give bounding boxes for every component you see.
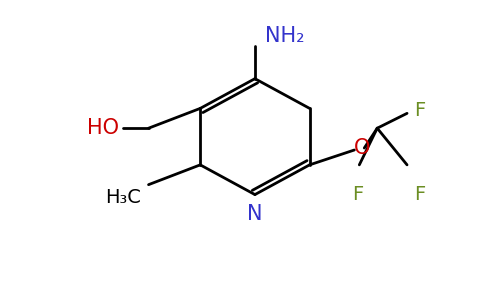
Text: O: O <box>354 138 371 158</box>
Text: NH₂: NH₂ <box>265 26 304 46</box>
Text: F: F <box>352 185 363 204</box>
Text: F: F <box>414 101 425 120</box>
Text: N: N <box>247 205 263 224</box>
Text: F: F <box>414 185 425 204</box>
Text: HO: HO <box>87 118 119 138</box>
Text: H₃C: H₃C <box>105 188 140 207</box>
